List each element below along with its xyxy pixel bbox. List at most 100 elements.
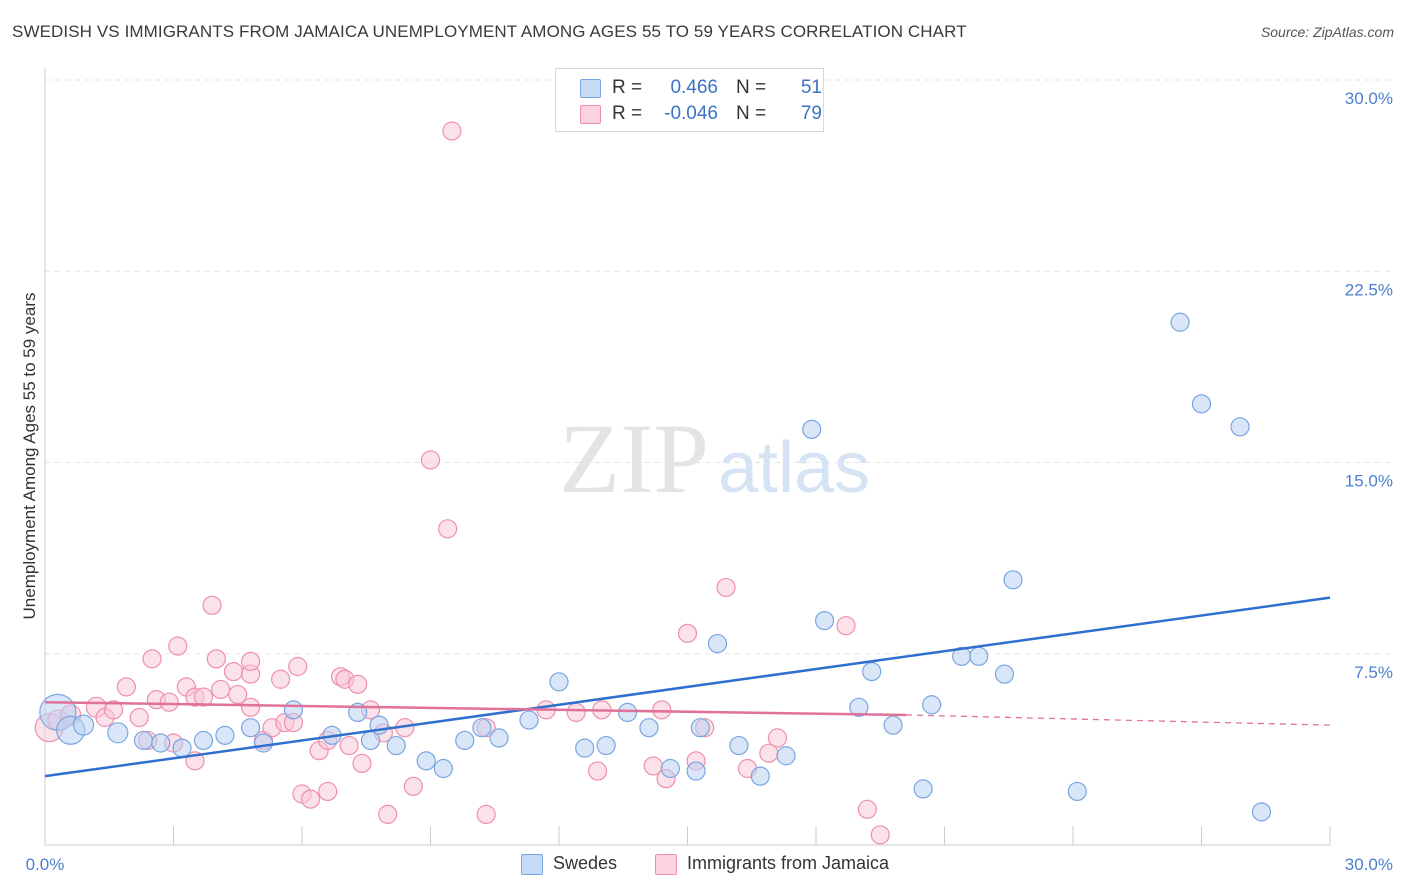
jamaica-point <box>857 799 878 819</box>
x-tick-label-max: 30.0% <box>1345 855 1393 874</box>
swedes-point <box>575 738 595 758</box>
jamaica-point <box>241 651 261 672</box>
swedes-point <box>193 730 214 751</box>
legend-r-value: -0.046 <box>664 103 718 124</box>
jamaica-point <box>223 661 244 682</box>
jamaica-point <box>103 700 124 720</box>
bottom-legend-swatch-swedes <box>521 854 543 875</box>
swedes-point <box>1230 417 1250 437</box>
series-swedes-points <box>39 312 1272 822</box>
swedes-point <box>862 661 882 682</box>
swedes-point <box>549 672 569 692</box>
legend-n-value: 79 <box>800 103 822 124</box>
jamaica-point <box>318 781 338 802</box>
jamaica-point <box>403 776 423 796</box>
swedes-point <box>922 695 942 715</box>
jamaica-point <box>438 519 458 539</box>
jamaica-point <box>159 692 179 712</box>
watermark: ZIP atlas <box>559 403 870 514</box>
jamaica-point <box>352 753 372 774</box>
swedes-point <box>433 758 453 779</box>
swedes-point <box>883 715 903 735</box>
swedes-point <box>455 730 475 751</box>
swedes-point <box>172 738 192 758</box>
source-label: Source: ZipAtlas.com <box>1260 24 1394 40</box>
jamaica-point <box>767 728 788 748</box>
swedes-point <box>729 735 749 756</box>
swedes-point <box>519 710 539 730</box>
jamaica-point <box>870 825 890 845</box>
swedes-point <box>253 733 274 753</box>
swedes-point <box>283 700 304 720</box>
jamaica-point <box>228 684 248 705</box>
bottom-legend-swatch-jamaica <box>655 854 677 875</box>
swedes-point <box>814 610 835 631</box>
y-tick-label: 7.5% <box>1354 663 1393 682</box>
jamaica-point <box>378 804 398 825</box>
jamaica-point <box>716 577 736 598</box>
tick-labels: 7.5% 15.0% 22.5% 30.0% 0.0% 30.0% <box>26 89 1393 874</box>
swedes-point <box>1003 570 1023 590</box>
y-tick-label: 30.0% <box>1345 89 1393 108</box>
swedes-point <box>151 733 171 753</box>
jamaica-point <box>420 450 441 470</box>
swedes-point <box>802 419 822 439</box>
swedes-point <box>776 746 796 766</box>
legend-swatch-swedes <box>580 79 601 98</box>
jamaica-point <box>677 623 698 643</box>
jamaica-point <box>206 649 226 669</box>
swedes-point <box>686 761 706 781</box>
swedes-point <box>386 735 406 756</box>
jamaica-point <box>442 121 462 141</box>
swedes-point <box>617 702 638 723</box>
legend-n-label: N = <box>736 103 767 124</box>
jamaica-point <box>300 789 321 809</box>
trend-lines <box>44 596 1331 778</box>
jamaica-point <box>587 761 608 781</box>
bottom-legend-label-jamaica: Immigrants from Jamaica <box>687 853 890 873</box>
y-tick-label: 15.0% <box>1345 472 1393 491</box>
swedes-point <box>472 718 492 738</box>
legend-swatch-jamaica <box>580 105 601 124</box>
stats-legend: R = 0.466 N = 51 R = -0.046 N = 79 <box>555 68 824 132</box>
legend-n-value: 51 <box>800 77 822 98</box>
jamaica-point <box>566 702 586 723</box>
legend-n-label: N = <box>736 77 767 98</box>
grid-lines <box>45 79 1393 655</box>
jamaica-point <box>348 674 368 694</box>
swedes-point <box>241 718 261 738</box>
legend-r-label: R = <box>612 77 643 98</box>
swedes-point <box>969 646 989 666</box>
swedes-point <box>1170 312 1190 332</box>
x-tick-label-min: 0.0% <box>26 855 65 874</box>
jamaica-point <box>288 656 308 677</box>
jamaica-point <box>168 636 188 656</box>
jamaica-point <box>270 669 291 689</box>
swedes-point <box>1251 802 1272 822</box>
jamaica-point <box>129 707 149 728</box>
bottom-legend-label-swedes: Swedes <box>553 853 618 873</box>
jamaica-point <box>193 687 214 707</box>
jamaica-trend-line <box>44 700 906 717</box>
jamaica-point <box>211 679 231 700</box>
legend-r-label: R = <box>612 103 643 124</box>
swedes-point <box>215 725 235 745</box>
swedes-point <box>596 735 616 756</box>
swedes-point <box>707 633 728 654</box>
swedes-point <box>660 758 680 779</box>
jamaica-point <box>202 595 222 615</box>
swedes-point <box>750 766 770 786</box>
jamaica-trend-extension <box>905 714 1331 726</box>
watermark-atlas: atlas <box>718 428 870 508</box>
swedes-trend-line <box>44 596 1331 778</box>
y-axis-label: Unemployment Among Ages 55 to 59 years <box>20 292 39 620</box>
swedes-point <box>690 718 710 738</box>
swedes-point <box>1191 394 1212 414</box>
swedes-point <box>107 722 129 744</box>
y-tick-label: 22.5% <box>1345 280 1393 299</box>
jamaica-point <box>652 700 672 720</box>
legend-r-value: 0.466 <box>670 77 718 98</box>
swedes-point <box>133 730 154 751</box>
swedes-point <box>416 751 436 771</box>
swedes-point <box>1067 781 1087 802</box>
